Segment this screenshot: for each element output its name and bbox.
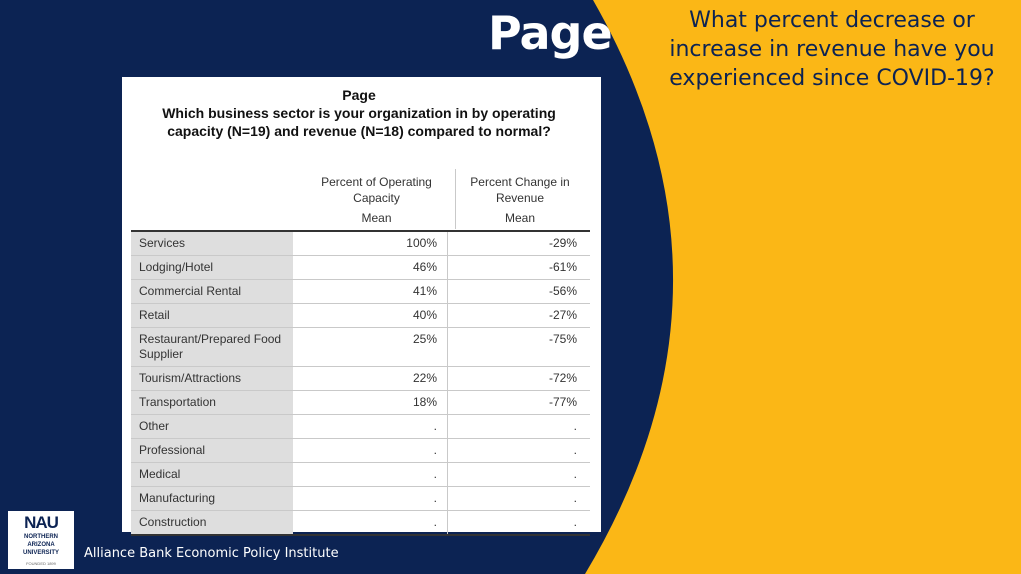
row-category: Lodging/Hotel	[131, 256, 293, 279]
table-row: Tourism/Attractions 22% -72%	[131, 367, 590, 391]
row-category: Retail	[131, 304, 293, 327]
nau-logo: NAU NORTHERN ARIZONA UNIVERSITY FOUNDED …	[8, 511, 74, 569]
row-revenue-mean: .	[573, 491, 577, 505]
row-revenue-mean: .	[573, 467, 577, 481]
row-revenue-mean: -27%	[548, 308, 577, 322]
table-row: Construction..	[131, 511, 590, 536]
row-capacity-mean: .	[293, 487, 448, 510]
table-row: Retail 40% -27%	[131, 304, 590, 328]
row-revenue-mean: -29%	[548, 236, 577, 250]
row-capacity-mean: 18%	[293, 391, 448, 414]
logo-mark: NAU	[24, 513, 59, 532]
row-capacity-mean: 46%	[293, 256, 448, 279]
row-category: Transportation	[131, 391, 293, 414]
row-category: Services	[131, 232, 293, 255]
row-capacity-mean: 25%	[293, 328, 448, 366]
row-revenue-mean: -56%	[548, 284, 577, 298]
row-category: Tourism/Attractions	[131, 367, 293, 390]
row-capacity-mean: .	[293, 439, 448, 462]
row-capacity-mean: 40%	[293, 304, 448, 327]
table-row: Services 100% -29%	[131, 230, 590, 256]
results-table-panel: Page Which business sector is your organ…	[122, 77, 601, 536]
row-category: Medical	[131, 463, 293, 486]
row-revenue-mean: .	[573, 419, 577, 433]
column-header-revenue: Percent Change in Revenue	[470, 175, 570, 205]
row-category: Restaurant/Prepared Food Supplier	[131, 328, 293, 366]
row-capacity-mean: 22%	[293, 367, 448, 390]
row-revenue-mean: .	[573, 443, 577, 457]
row-category: Professional	[131, 439, 293, 462]
row-capacity-mean: .	[293, 511, 448, 534]
row-revenue-mean: .	[573, 515, 577, 529]
table-row: Transportation 18% -77%	[131, 391, 590, 415]
table-row: Commercial Rental 41% -56%	[131, 280, 590, 304]
table-row: Professional..	[131, 439, 590, 463]
table-title: Which business sector is your organizati…	[162, 105, 556, 139]
logo-line-1: NORTHERN	[24, 534, 58, 540]
column-stat-revenue: Mean	[504, 211, 536, 225]
row-revenue-mean: -72%	[548, 371, 577, 385]
table-body: Services 100% -29% Lodging/Hotel 46% -61% Comm…	[131, 230, 590, 536]
logo-line-3: UNIVERSITY	[22, 550, 59, 556]
header-divider	[455, 169, 456, 229]
table-row: Medical..	[131, 463, 590, 487]
row-revenue-mean: -75%	[548, 332, 577, 346]
column-header-capacity: Percent of Operating Capacity	[321, 175, 432, 205]
row-category: Manufacturing	[131, 487, 293, 510]
survey-question: What percent decrease or increase in rev…	[669, 8, 995, 91]
table-row: Lodging/Hotel 46% -61%	[131, 256, 590, 280]
row-capacity-mean: .	[293, 463, 448, 486]
table-title-block: Page Which business sector is your organ…	[122, 86, 596, 140]
column-stat-capacity: Mean	[361, 211, 392, 225]
row-revenue-mean: -77%	[548, 395, 577, 409]
row-category: Construction	[131, 511, 293, 534]
row-category: Commercial Rental	[131, 280, 293, 303]
logo-founded: FOUNDED 1899	[26, 561, 56, 566]
row-capacity-mean: .	[293, 415, 448, 438]
logo-line-2: ARIZONA	[27, 542, 55, 548]
table-row: Restaurant/Prepared Food Supplier 25% -75%	[131, 328, 590, 367]
row-category: Other	[131, 415, 293, 438]
row-revenue-mean: -61%	[548, 260, 577, 274]
row-capacity-mean: 41%	[293, 280, 448, 303]
table-row: Other..	[131, 415, 590, 439]
row-capacity-mean: 100%	[293, 232, 448, 255]
table-row: Manufacturing..	[131, 487, 590, 511]
footer-organization: Alliance Bank Economic Policy Institute	[84, 546, 339, 561]
table-label: Page	[342, 87, 376, 103]
slide-title: Page	[488, 6, 613, 60]
